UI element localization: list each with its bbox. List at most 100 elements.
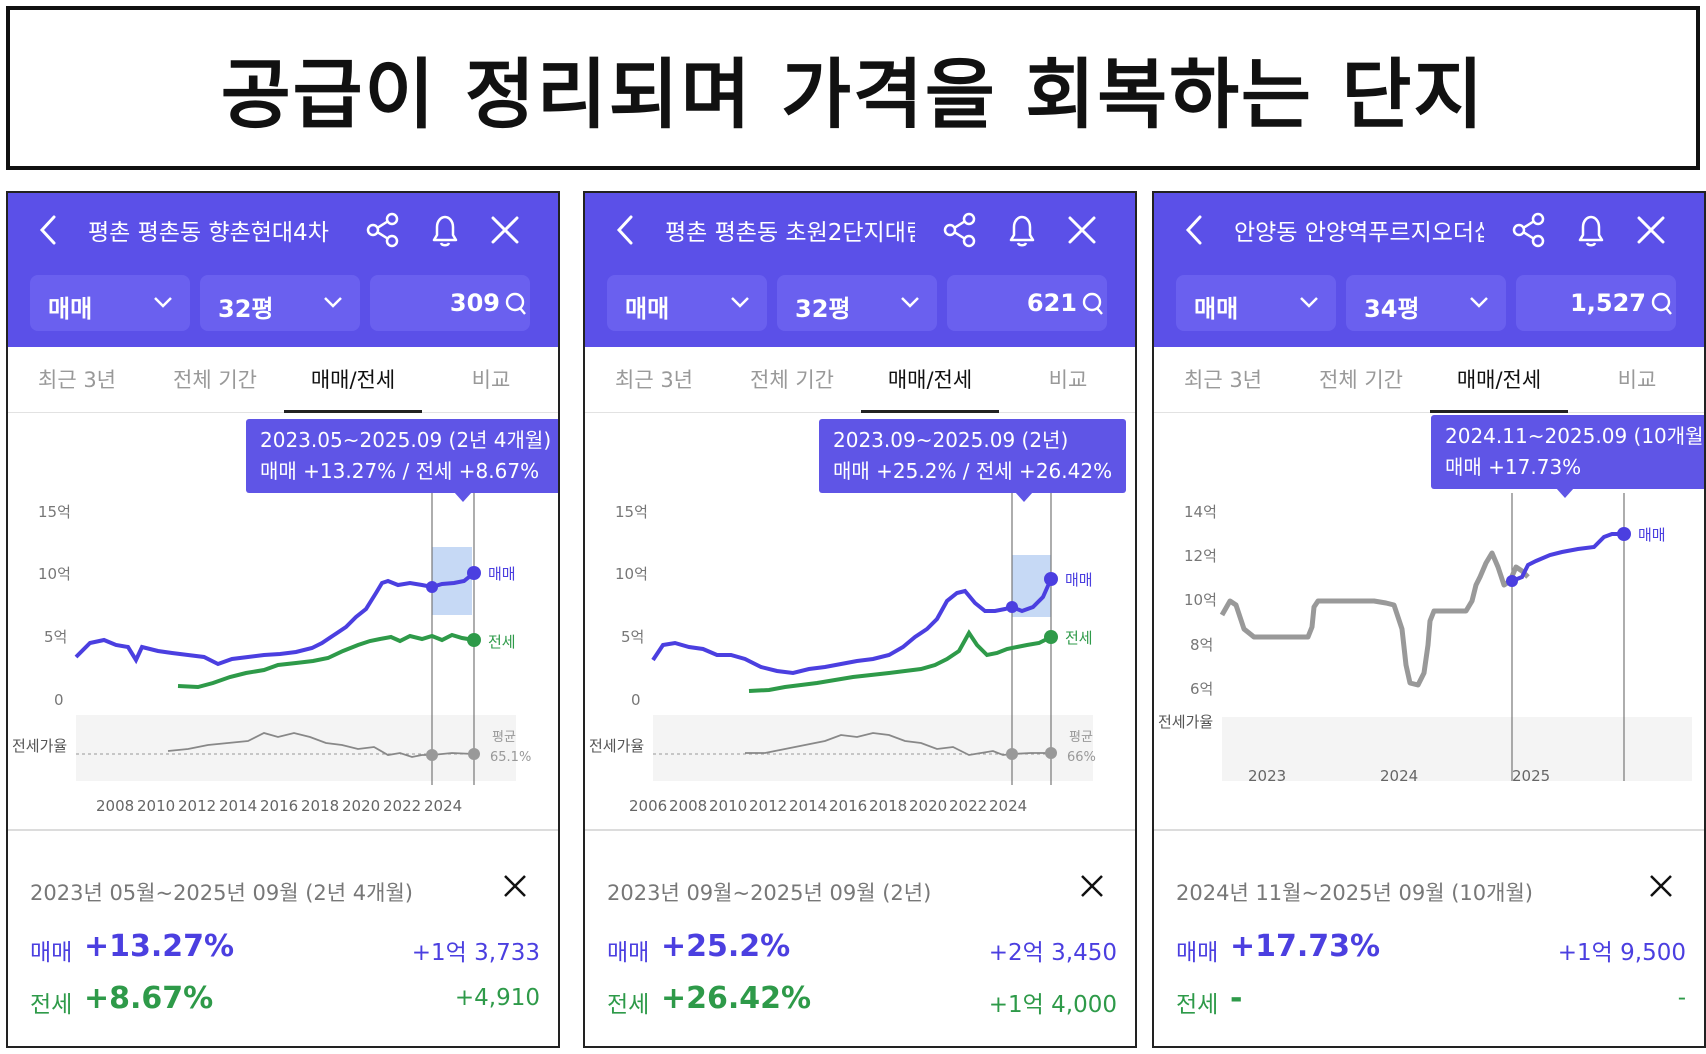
x-label: 2006 bbox=[629, 797, 667, 815]
bell-icon[interactable] bbox=[426, 211, 464, 249]
x-label: 2022 bbox=[949, 797, 987, 815]
x-label: 2016 bbox=[829, 797, 867, 815]
range-tooltip: 2023.09~2025.09 (2년) 매매 +25.2% / 전세 +26.… bbox=[819, 419, 1127, 502]
y-label: 5억 bbox=[44, 628, 67, 646]
tab-compare[interactable]: 비교 bbox=[471, 368, 511, 392]
summary-jeonse-row: 전세 - - bbox=[1176, 981, 1686, 1021]
avg-label: 평균 bbox=[1069, 730, 1093, 745]
tab-compare[interactable]: 비교 bbox=[1617, 368, 1657, 392]
count-search-button[interactable]: 1,527 bbox=[1516, 275, 1676, 331]
ratio-label: 전세가율 bbox=[589, 737, 644, 755]
tab-recent-3y[interactable]: 최근 3년 bbox=[615, 368, 693, 392]
back-icon[interactable] bbox=[34, 213, 64, 247]
range-tooltip: 2023.05~2025.09 (2년 4개월) 매매 +13.27% / 전세… bbox=[246, 419, 558, 502]
back-icon[interactable] bbox=[611, 213, 641, 247]
close-icon[interactable] bbox=[486, 211, 524, 249]
ratio-line bbox=[167, 732, 475, 758]
trade-type-select[interactable]: 매매 bbox=[1176, 275, 1336, 331]
ratio-band bbox=[76, 715, 516, 781]
count-label: 1,527 bbox=[1570, 289, 1646, 317]
x-label: 2022 bbox=[383, 797, 421, 815]
x-label: 2020 bbox=[909, 797, 947, 815]
y-label: 15억 bbox=[38, 503, 71, 521]
price-chart[interactable]: 15억 10억 5억 0 전세가율 매매 전세 평균 65.1% 2008 20… bbox=[8, 415, 558, 815]
avg-value: 65.1% bbox=[490, 750, 531, 765]
x-label: 2024 bbox=[989, 797, 1027, 815]
share-icon[interactable] bbox=[1510, 211, 1548, 249]
tooltip-line-2: 매매 +17.73% bbox=[1445, 455, 1582, 479]
tab-compare[interactable]: 비교 bbox=[1048, 368, 1088, 392]
complex-title: 안양동 안양역푸르지오더샵 bbox=[1234, 220, 1484, 246]
area-label: 32평 bbox=[218, 295, 274, 323]
bell-icon[interactable] bbox=[1003, 211, 1041, 249]
close-icon[interactable] bbox=[1079, 873, 1105, 899]
x-label: 2010 bbox=[709, 797, 747, 815]
ratio-start-marker bbox=[1006, 748, 1018, 760]
trade-type-select[interactable]: 매매 bbox=[30, 275, 190, 331]
tab-recent-3y[interactable]: 최근 3년 bbox=[1184, 368, 1262, 392]
sale-percent: +13.27% bbox=[84, 929, 235, 964]
period-tabs: 최근 3년 전체 기간 매매/전세 비교 bbox=[1154, 347, 1704, 413]
x-label: 2016 bbox=[260, 797, 298, 815]
jeonse-key: 전세 bbox=[607, 992, 650, 1018]
tooltip-line-2: 매매 +13.27% / 전세 +8.67% bbox=[260, 459, 540, 483]
jeonse-key: 전세 bbox=[1176, 992, 1219, 1018]
area-select[interactable]: 34평 bbox=[1346, 275, 1506, 331]
divider bbox=[1154, 829, 1704, 831]
chevron-down-icon bbox=[731, 297, 749, 308]
tab-all-period[interactable]: 전체 기간 bbox=[173, 368, 257, 392]
jeonse-end-marker bbox=[467, 633, 481, 647]
banner-title: 공급이 정리되며 가격을 회복하는 단지 bbox=[220, 50, 1486, 139]
close-icon[interactable] bbox=[1648, 873, 1674, 899]
sale-series-label: 매매 bbox=[1065, 571, 1093, 589]
count-search-button[interactable]: 309 bbox=[370, 275, 530, 331]
y-label: 10억 bbox=[1184, 591, 1217, 609]
tab-all-period[interactable]: 전체 기간 bbox=[750, 368, 834, 392]
tab-sale-jeonse[interactable]: 매매/전세 bbox=[284, 347, 422, 413]
x-label: 2014 bbox=[789, 797, 827, 815]
close-icon[interactable] bbox=[502, 873, 528, 899]
close-icon[interactable] bbox=[1063, 211, 1101, 249]
summary-range: 2024년 11월~2025년 09월 (10개월) bbox=[1176, 881, 1533, 905]
sale-key: 매매 bbox=[607, 940, 650, 966]
bell-icon[interactable] bbox=[1572, 211, 1610, 249]
price-chart[interactable]: 14억 12억 10억 8억 6억 전세가율 매매 2023 2024 2025… bbox=[1154, 415, 1704, 815]
price-chart[interactable]: 15억 10억 5억 0 전세가율 매매 전세 평균 66% 2006 2008… bbox=[585, 415, 1135, 815]
back-icon[interactable] bbox=[1180, 213, 1210, 247]
ratio-label: 전세가율 bbox=[1158, 713, 1213, 731]
jeonse-line bbox=[748, 629, 1052, 693]
tooltip-line-1: 2023.09~2025.09 (2년) bbox=[833, 428, 1069, 452]
apartment-panel-1: 평촌 평촌동 향촌현대4차 매매 32평 309 최근 3년 전체 기간 매매/… bbox=[6, 191, 560, 1048]
area-select[interactable]: 32평 bbox=[777, 275, 937, 331]
summary-jeonse-row: 전세 +26.42% +1억 4,000 bbox=[607, 981, 1117, 1021]
trade-type-label: 매매 bbox=[1194, 295, 1239, 323]
jeonse-end-marker bbox=[1044, 630, 1058, 644]
tab-recent-3y[interactable]: 최근 3년 bbox=[38, 368, 116, 392]
x-label: 2025 bbox=[1512, 767, 1550, 785]
jeonse-line bbox=[177, 632, 475, 690]
tab-all-period[interactable]: 전체 기간 bbox=[1319, 368, 1403, 392]
sale-percent: +25.2% bbox=[661, 929, 791, 964]
count-search-button[interactable]: 621 bbox=[947, 275, 1107, 331]
share-icon[interactable] bbox=[364, 211, 402, 249]
close-icon[interactable] bbox=[1632, 211, 1670, 249]
tab-sale-jeonse[interactable]: 매매/전세 bbox=[861, 347, 999, 413]
area-select[interactable]: 32평 bbox=[200, 275, 360, 331]
panel-header: 평촌 평촌동 향촌현대4차 매매 32평 309 bbox=[8, 193, 558, 347]
tab-sale-jeonse[interactable]: 매매/전세 bbox=[1430, 347, 1568, 413]
x-label: 2010 bbox=[137, 797, 175, 815]
summary-sale-row: 매매 +17.73% +1억 9,500 bbox=[1176, 929, 1686, 969]
sale-end-marker bbox=[467, 566, 481, 580]
ratio-end-marker bbox=[468, 748, 480, 760]
x-label: 2008 bbox=[96, 797, 134, 815]
share-icon[interactable] bbox=[941, 211, 979, 249]
x-label: 2012 bbox=[749, 797, 787, 815]
trade-type-label: 매매 bbox=[625, 295, 670, 323]
panel-header: 평촌 평촌동 초원2단지대림 매매 32평 621 bbox=[585, 193, 1135, 347]
summary-sale-row: 매매 +13.27% +1억 3,733 bbox=[30, 929, 540, 969]
trade-type-select[interactable]: 매매 bbox=[607, 275, 767, 331]
x-label: 2018 bbox=[301, 797, 339, 815]
jeonse-amount: +1억 4,000 bbox=[988, 992, 1117, 1018]
search-icon bbox=[1651, 292, 1672, 315]
search-icon bbox=[505, 292, 526, 315]
